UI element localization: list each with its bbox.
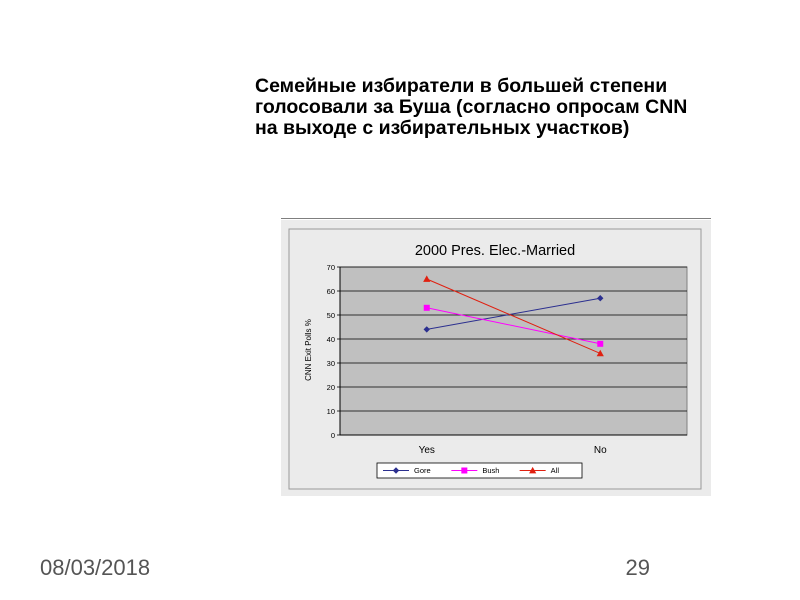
data-point-all bbox=[596, 349, 604, 357]
data-point-all bbox=[423, 275, 431, 282]
chart-title: 2000 Pres. Elec.-Married bbox=[415, 243, 575, 259]
line-chart: 2000 Pres. Elec.-Married CNN Exit Polls … bbox=[288, 228, 702, 490]
series-line-all bbox=[426, 278, 601, 354]
legend-box bbox=[376, 462, 583, 479]
plot-background bbox=[339, 266, 688, 436]
slide-title-line-3: на выходе с избирательных участков) bbox=[255, 117, 630, 139]
data-point-bush bbox=[423, 304, 430, 311]
chart-border bbox=[288, 228, 702, 490]
data-point-bush bbox=[597, 340, 604, 347]
x-tick-label: Yes bbox=[419, 445, 435, 456]
data-point-gore bbox=[423, 326, 430, 333]
y-tick-label: 70 bbox=[327, 263, 335, 272]
y-tick-label: 10 bbox=[327, 407, 335, 416]
y-axis-label: CNN Exit Polls % bbox=[304, 319, 313, 381]
y-tick-label: 0 bbox=[331, 431, 335, 440]
slide-title-line-2: голосовали за Буша (согласно опросам CNN bbox=[255, 96, 688, 118]
series-line-gore bbox=[426, 297, 601, 330]
y-tick-label: 50 bbox=[327, 311, 335, 320]
y-tick-label: 20 bbox=[327, 383, 335, 392]
series-line-bush bbox=[426, 307, 601, 345]
legend-label-bush: Bush bbox=[482, 466, 499, 475]
slide-title-line-1: Семейные избиратели в большей степени bbox=[255, 75, 668, 97]
legend-marker-all bbox=[529, 466, 537, 474]
plot-area: 0 10 20 30 40 50 60 70 Yes No bbox=[327, 263, 688, 456]
legend-marker-bush bbox=[461, 467, 468, 474]
slide-date: 08/03/2018 bbox=[40, 555, 151, 580]
x-tick-label: No bbox=[594, 445, 607, 456]
legend-marker-gore bbox=[392, 467, 400, 474]
chart-top-rule bbox=[281, 218, 711, 219]
slide-title: Семейные избиратели в большей степени го… bbox=[255, 76, 755, 139]
legend: Gore Bush All bbox=[376, 462, 583, 479]
y-tick-label: 60 bbox=[327, 287, 335, 296]
y-tick-label: 30 bbox=[327, 359, 335, 368]
chart-frame: 2000 Pres. Elec.-Married CNN Exit Polls … bbox=[281, 220, 711, 496]
data-point-gore bbox=[597, 295, 604, 302]
page-number: 29 bbox=[625, 555, 650, 580]
y-tick-label: 40 bbox=[327, 335, 335, 344]
legend-label-all: All bbox=[551, 466, 560, 475]
legend-label-gore: Gore bbox=[414, 466, 431, 475]
